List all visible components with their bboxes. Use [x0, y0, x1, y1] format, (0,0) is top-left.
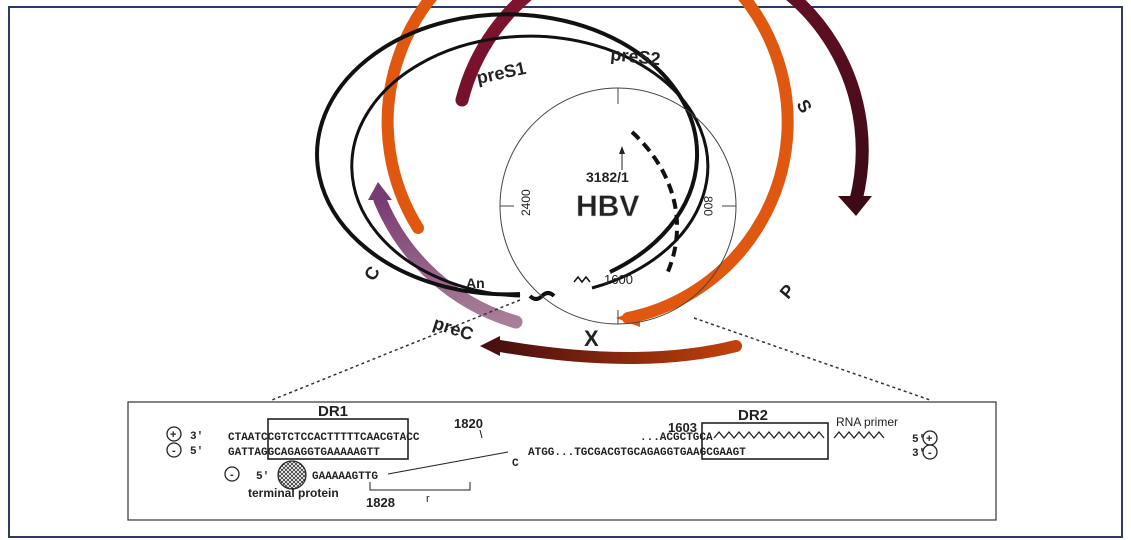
minus-strand-sign-tp: [224, 466, 240, 482]
seq-top-a: CTAATCCGTCTCCACTTTTTCAACGTACC: [228, 432, 420, 444]
dna-rna-zigzag: [573, 275, 591, 284]
genome-ticks: [500, 88, 736, 324]
X-arc-arrowhead: [480, 336, 500, 356]
c-letter: C: [512, 458, 519, 470]
P-arc: [381, 0, 794, 324]
strand-top-left: 3': [190, 431, 203, 443]
C-label: C: [360, 263, 384, 284]
seq-bottom-b: ATGG...TGCGACGTGCAGAGGTGAAGCGAAGT: [528, 447, 746, 459]
terminal-protein-icon: [277, 460, 307, 490]
zoom-line-left: [271, 299, 521, 401]
dna-outer-strand: [315, 12, 700, 297]
origin-label: 3182/1: [586, 169, 629, 185]
preS2-label: preS2: [610, 44, 662, 69]
C-arc-arrowhead: [368, 182, 392, 200]
sequence-inset-box: [127, 401, 997, 521]
strand-bottom-right: 3': [912, 448, 925, 460]
r-letter: r: [426, 493, 430, 505]
strand-top-right: 5': [912, 434, 925, 446]
seq-top-b: ...ACGCTGCA: [640, 432, 713, 444]
minus-strand-sign-left: [166, 442, 182, 458]
svg-text:-: -: [230, 469, 234, 481]
svg-text:-: -: [928, 447, 932, 459]
pos-1603-label: 1603: [668, 420, 697, 435]
svg-text:-: -: [172, 445, 176, 457]
minus-strand-sign-right: [922, 444, 938, 460]
P-label: P: [776, 281, 799, 303]
tick-label-1600: 1600: [604, 272, 633, 287]
rna-primer-zigzag-dr2: [713, 430, 825, 440]
terminal-protein-label: terminal protein: [248, 486, 339, 500]
dr2-box: [701, 422, 829, 460]
preC-label: preC: [431, 313, 476, 345]
hbv-center-label: HBV: [576, 190, 639, 223]
X-label: X: [584, 326, 599, 351]
dna-inner-strand: [350, 34, 710, 298]
rna-primer-zigzag-tail: [833, 430, 885, 440]
rna-primer-label: RNA primer: [836, 415, 898, 429]
zoom-line-right: [693, 317, 931, 401]
bracket-1828: [369, 482, 471, 491]
pos-1828-label: 1828: [366, 495, 395, 510]
S-arc-arrowhead: [838, 196, 872, 216]
strand-tp: 5': [256, 471, 269, 483]
dr2-label: DR2: [738, 407, 768, 424]
S-label: S: [793, 96, 816, 116]
X-arc: [494, 340, 742, 364]
svg-text:+: +: [170, 429, 176, 441]
dr1-box: [267, 418, 409, 460]
dr1-label: DR1: [318, 403, 348, 420]
dna-dashed-strand: [630, 130, 680, 277]
strand-bottom-left: 5': [190, 446, 203, 458]
plus-strand-sign-left: [166, 426, 182, 442]
tick-label-2400: 2400: [519, 189, 533, 216]
C-preC-arc: [373, 193, 523, 329]
svg-text:+: +: [926, 433, 932, 445]
pos-1820-label: 1820: [454, 416, 483, 431]
seq-bottom-a: GATTAGGCAGAGGTGAAAAAGTT: [228, 447, 380, 459]
cap-label: An: [466, 275, 485, 291]
seq-tp: GAAAAAGTTG: [312, 471, 378, 483]
tick-label-800: 800: [701, 196, 715, 216]
